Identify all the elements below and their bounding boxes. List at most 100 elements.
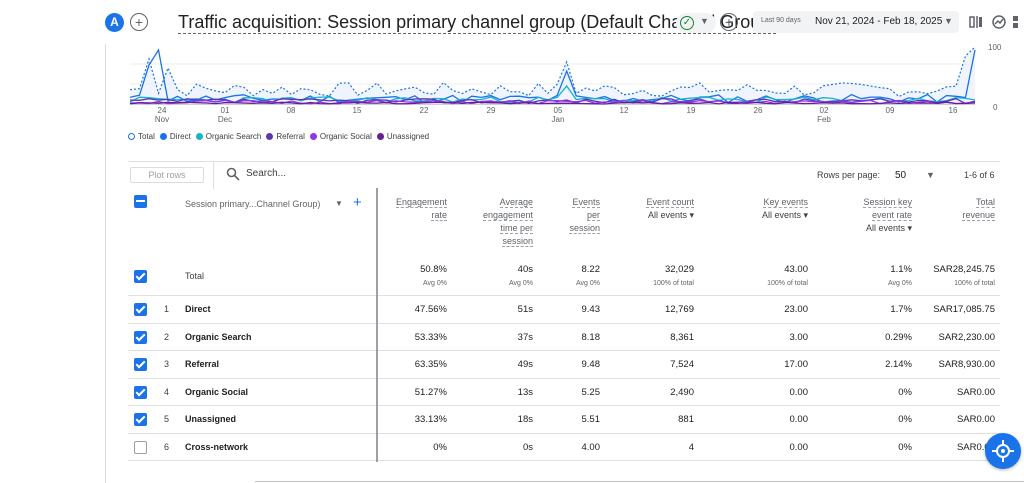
row-number: 6 [164, 441, 170, 452]
date-range-value: Nov 21, 2024 - Feb 18, 2025 [815, 16, 943, 27]
pagination-info: 1-6 of 6 [964, 170, 995, 180]
data-quality-chip[interactable]: ✓ ▼ [676, 13, 716, 33]
row-cell: 2,490 [670, 386, 694, 398]
row-cell: 881 [678, 414, 694, 425]
legend-item[interactable]: Total [128, 132, 155, 141]
add-dimension-button[interactable]: + [353, 194, 362, 211]
legend-dot [266, 133, 274, 140]
row-dimension[interactable]: Cross-network [185, 441, 249, 452]
row-checkbox[interactable] [134, 358, 147, 371]
page-title[interactable]: Traffic acquisition: Session primary cha… [178, 12, 777, 34]
x-tick-label: 05 [554, 106, 563, 115]
row-number: 5 [164, 414, 170, 424]
row-cell: 9.43 [581, 304, 601, 315]
table-row[interactable]: 6 Cross-network 0% 0s 4.00 4 0.00 0% SAR0.00 [128, 434, 1000, 461]
column-header-text: event rate [871, 210, 912, 221]
row-dimension[interactable]: Referral [185, 359, 220, 369]
column-header[interactable]: Average engagement time per session [482, 196, 533, 248]
event-selector[interactable]: All events ▾ [865, 223, 912, 233]
row-cell: 5.51 [581, 414, 601, 425]
plot-rows-button[interactable]: Plot rows [130, 167, 204, 183]
rows-per-page-select[interactable]: 50 [895, 170, 907, 181]
total-checkbox[interactable] [134, 270, 147, 283]
row-checkbox[interactable] [134, 385, 147, 399]
series-line-1 [129, 48, 976, 104]
line-chart: 24 Nov 01 Dec 08 15 22 29 05 Jan 12 19 26 02 Feb 09 16 10… [0, 44, 1024, 134]
row-cell: 63.35% [414, 359, 447, 370]
row-cell: SAR8,930.00 [938, 359, 995, 370]
row-dimension[interactable]: Organic Search [185, 331, 252, 342]
column-header-text: Key events [763, 197, 808, 208]
row-number: 3 [164, 359, 170, 369]
table-row[interactable]: 4 Organic Social 51.27% 13s 5.25 2,490 0.00 0% S… [128, 379, 1000, 406]
legend-item[interactable]: Direct [159, 132, 191, 141]
column-header[interactable]: Engagement rate [395, 196, 447, 222]
total-value: 40s [517, 264, 533, 275]
row-checkbox[interactable] [134, 330, 147, 344]
legend-label: Organic Search [205, 132, 262, 141]
x-tick-label: 01 [221, 106, 230, 115]
legend-dot [128, 133, 135, 140]
column-header-text: Session key [863, 197, 912, 208]
table-header: Session primary...Channel Group) ▼ + Eng… [128, 188, 1000, 296]
compare-icon[interactable] [968, 14, 984, 30]
row-cell: 0.00 [789, 414, 809, 425]
column-header-text: per [586, 210, 600, 221]
column-divider[interactable] [376, 188, 378, 462]
total-value: 1.1% [890, 264, 912, 275]
row-cell: SAR2,230.00 [938, 331, 995, 343]
table-row[interactable]: 5 Unassigned 33.13% 18s 5.51 881 0.00 0% SAR0.00 [128, 406, 1000, 434]
column-header[interactable]: Session key event rate All events ▾ [863, 196, 912, 235]
column-header[interactable]: Total revenue [962, 196, 995, 222]
row-cell: 0.29% [885, 331, 912, 343]
row-checkbox[interactable] [134, 440, 147, 454]
row-number: 1 [164, 304, 170, 314]
chevron-down-icon[interactable]: ▼ [926, 170, 935, 180]
row-dimension[interactable]: Direct [185, 304, 211, 314]
legend-item[interactable]: Unassigned [376, 132, 429, 141]
row-cell: 0.00 [789, 386, 809, 398]
row-cell: 0% [433, 441, 447, 453]
chevron-down-icon[interactable]: ▼ [335, 199, 343, 208]
row-cell: 47.56% [414, 304, 447, 315]
total-subtext: Avg 0% [423, 280, 447, 287]
legend-item[interactable]: Organic Search [195, 132, 262, 141]
dimension-header[interactable]: Session primary...Channel Group) [185, 199, 321, 209]
table-row[interactable]: 2 Organic Search 53.33% 37s 8.18 8,361 3.00 0.2… [128, 324, 1000, 351]
row-cell: 3.00 [789, 331, 809, 343]
table-row[interactable]: 3 Referral 63.35% 49s 9.48 7,524 17.00 2.14% SAR… [128, 351, 1000, 379]
legend-label: Total [138, 132, 155, 141]
row-checkbox[interactable] [134, 303, 147, 316]
row-checkbox[interactable] [134, 413, 147, 426]
legend-item[interactable]: Referral [266, 132, 305, 141]
add-comparison-button[interactable]: + [130, 13, 148, 31]
insights-icon[interactable] [991, 14, 1007, 30]
select-all-checkbox[interactable] [134, 195, 147, 208]
column-header[interactable]: Key events All events ▾ [762, 196, 808, 222]
scrollbar-track[interactable] [255, 481, 1024, 482]
event-selector[interactable]: All events ▾ [647, 210, 694, 220]
row-cell: SAR17,085.75 [933, 304, 995, 315]
x-tick-label: 02 [820, 106, 829, 115]
legend-item[interactable]: Organic Social [309, 132, 372, 141]
add-filter-button[interactable]: + [720, 13, 738, 31]
row-dimension[interactable]: Unassigned [185, 414, 237, 424]
column-header[interactable]: Event count All events ▾ [646, 196, 694, 222]
x-tick-month: Feb [817, 115, 831, 124]
search-input[interactable] [246, 168, 386, 179]
row-cell: SAR0.00 [956, 414, 995, 425]
row-cell: 2.14% [885, 359, 912, 370]
date-range-picker[interactable]: Last 90 days Nov 21, 2024 - Feb 18, 2025… [753, 11, 959, 33]
row-dimension[interactable]: Organic Social [185, 386, 249, 397]
legend-label: Referral [276, 132, 305, 141]
assistant-button[interactable] [985, 433, 1021, 469]
segment-avatar[interactable]: A [105, 13, 124, 32]
grid-icon[interactable] [1012, 14, 1024, 30]
event-selector[interactable]: All events ▾ [761, 210, 808, 220]
column-header[interactable]: Events per session [569, 196, 600, 235]
row-cell: SAR0.00 [956, 386, 995, 398]
row-cell: 0% [898, 414, 912, 425]
row-cell: 0% [898, 386, 912, 398]
table-row[interactable]: 1 Direct 47.56% 51s 9.43 12,769 23.00 1.7% SAR17… [128, 296, 1000, 324]
legend-label: Organic Social [319, 132, 372, 141]
